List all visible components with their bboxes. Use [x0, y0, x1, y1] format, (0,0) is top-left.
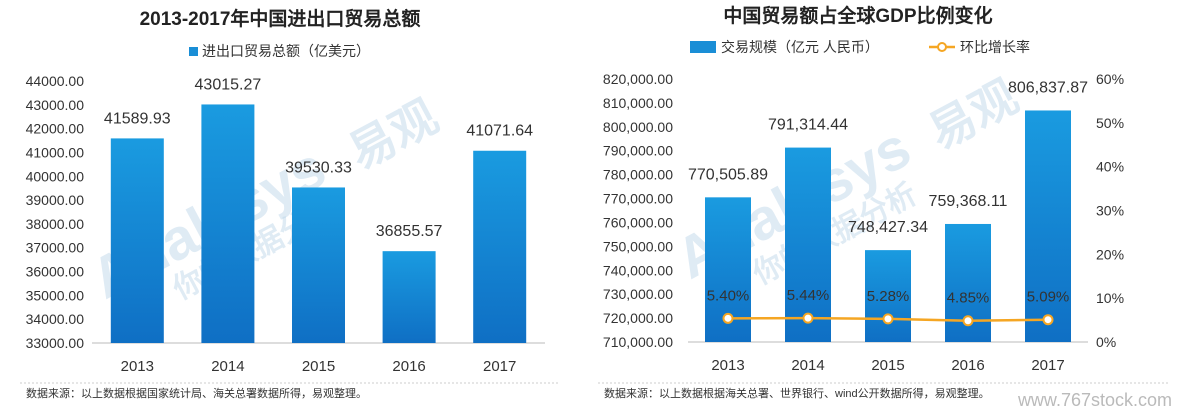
left-bar-label-2014: 43015.27: [195, 76, 262, 93]
right-bar-label-2016: 759,368.11: [929, 193, 1008, 210]
right-growth-point-2016: [962, 315, 974, 327]
right-growth-point-2015: [882, 313, 894, 325]
left-bar-label-2017: 41071.64: [466, 123, 533, 140]
left-y-tick-label: 37000.00: [26, 240, 85, 256]
right-y2-tick-label: 40%: [1096, 159, 1124, 175]
left-bars: [110, 104, 527, 344]
left-x-tick-2013: 2013: [121, 358, 154, 375]
right-bar-2014: [785, 147, 831, 342]
left-y-axis: 33000.00 34000.00 35000.00 36000.00 37000.00…: [26, 73, 85, 351]
right-growth-label-2014: 5.44%: [787, 287, 830, 304]
left-y-tick-label: 44000.00: [26, 73, 85, 89]
left-y-tick-label: 35000.00: [26, 287, 85, 303]
right-legend-bar-label: 交易规模（亿元 人民币）: [721, 39, 879, 55]
right-chart: 中国贸易额占全球GDP比例变化 交易规模（亿元 人民币） 环比增长率 710,0…: [598, 4, 1172, 410]
left-bar-label-2013: 41589.93: [104, 110, 171, 127]
left-bar-2015: [292, 187, 345, 343]
left-bar-label-2015: 39530.33: [285, 159, 352, 176]
right-y-tick-label: 720,000.00: [603, 310, 673, 326]
right-growth-point-2014: [802, 312, 814, 324]
right-y2-tick-label: 20%: [1096, 246, 1124, 262]
right-bar-2015: [865, 250, 911, 342]
right-y2-tick-label: 50%: [1096, 115, 1124, 131]
right-bar-data-labels: 770,505.89 791,314.44 748,427.34759,368.11…: [688, 79, 1088, 236]
right-growth-line: 5.40% 5.44% 5.28% 4.85% 5.09%: [707, 287, 1070, 327]
right-y2-tick-label: 30%: [1096, 203, 1124, 219]
right-bar-label-2017: 806,837.87: [1008, 79, 1088, 96]
left-chart: 2013-2017年中国进出口贸易总额 进出口贸易总额（亿美元） 33000.0…: [20, 7, 560, 400]
right-growth-point-2017: [1042, 314, 1054, 326]
left-bar-2017: [473, 150, 527, 343]
left-legend-swatch: [189, 47, 198, 56]
right-chart-title: 中国贸易额占全球GDP比例变化: [723, 4, 992, 27]
left-data-labels: 41589.93 43015.27 39530.33 36855.57 41071.64: [104, 76, 533, 240]
right-y-tick-label: 760,000.00: [603, 214, 673, 230]
right-legend-line-label: 环比增长率: [960, 39, 1030, 55]
left-source-note: 数据来源：以上数据根据国家统计局、海关总署数据所得，易观整理。: [26, 386, 367, 400]
left-y-tick-label: 34000.00: [26, 311, 85, 327]
right-bar-label-2014: 791,314.44: [768, 117, 848, 134]
left-y-tick-label: 41000.00: [26, 144, 85, 160]
right-legend-line-marker: [937, 42, 947, 52]
right-y-tick-label: 820,000.00: [603, 71, 673, 87]
right-legend-bar-swatch: [690, 41, 716, 53]
right-bar-label-2015: 748,427.34: [848, 219, 928, 236]
right-growth-label-2017: 5.09%: [1027, 289, 1070, 306]
left-y-tick-label: 42000.00: [26, 121, 85, 137]
right-x-axis: 2013 2014 2015 2016 2017: [711, 357, 1064, 374]
right-y-tick-label: 810,000.00: [603, 95, 673, 111]
right-y2-tick-label: 10%: [1096, 290, 1124, 306]
left-y-tick-label: 36000.00: [26, 264, 85, 280]
right-source-note: 数据来源：以上数据根据海关总署、世界银行、wind公开数据所得，易观整理。: [604, 386, 990, 400]
left-x-tick-2016: 2016: [392, 358, 425, 375]
right-growth-point-2013: [722, 312, 734, 324]
right-x-tick-2014: 2014: [791, 357, 824, 374]
right-y2-tick-label: 60%: [1096, 71, 1124, 87]
left-x-tick-2015: 2015: [302, 358, 335, 375]
left-y-tick-label: 43000.00: [26, 97, 85, 113]
right-growth-label-2016: 4.85%: [947, 290, 990, 307]
right-x-tick-2017: 2017: [1031, 357, 1064, 374]
right-y-axis-right: 0% 10% 20% 30% 40% 50% 60%: [1096, 71, 1124, 350]
right-bar-2017: [1025, 110, 1071, 343]
watermark-yiguan-left: 易观: [340, 90, 446, 179]
right-x-tick-2015: 2015: [871, 357, 904, 374]
right-site-watermark: www.767stock.com: [1017, 390, 1172, 410]
left-y-tick-label: 33000.00: [26, 335, 85, 351]
left-y-tick-label: 40000.00: [26, 168, 85, 184]
right-y-tick-label: 730,000.00: [603, 286, 673, 302]
right-y-tick-label: 800,000.00: [603, 119, 673, 135]
right-y-axis-left: 710,000.00 720,000.00 730,000.00 740,000.00…: [603, 71, 673, 350]
right-growth-label-2015: 5.28%: [867, 288, 910, 305]
right-y-tick-label: 740,000.00: [603, 262, 673, 278]
left-y-tick-label: 39000.00: [26, 192, 85, 208]
right-legend: 交易规模（亿元 人民币） 环比增长率: [690, 39, 1030, 55]
right-y-tick-label: 780,000.00: [603, 167, 673, 183]
left-bar-2013: [110, 138, 164, 343]
right-x-tick-2016: 2016: [951, 357, 984, 374]
right-y2-tick-label: 0%: [1096, 334, 1116, 350]
right-y-tick-label: 710,000.00: [603, 334, 673, 350]
right-y-tick-label: 790,000.00: [603, 143, 673, 159]
left-bar-label-2016: 36855.57: [376, 223, 443, 240]
left-legend: 进出口贸易总额（亿美元）: [189, 43, 370, 59]
right-y-tick-label: 770,000.00: [603, 191, 673, 207]
right-growth-label-2013: 5.40%: [707, 287, 750, 304]
left-bar-2014: [201, 104, 255, 344]
left-y-tick-label: 38000.00: [26, 216, 85, 232]
left-x-axis: 2013 2014 2015 2016 2017: [121, 358, 517, 375]
right-bar-label-2013: 770,505.89: [688, 166, 768, 183]
right-y-tick-label: 750,000.00: [603, 238, 673, 254]
left-x-tick-2017: 2017: [483, 358, 516, 375]
right-x-tick-2013: 2013: [711, 357, 744, 374]
left-legend-label: 进出口贸易总额（亿美元）: [202, 43, 370, 59]
left-x-tick-2014: 2014: [211, 358, 244, 375]
left-bar-2016: [382, 251, 436, 343]
left-chart-title: 2013-2017年中国进出口贸易总额: [140, 7, 421, 30]
